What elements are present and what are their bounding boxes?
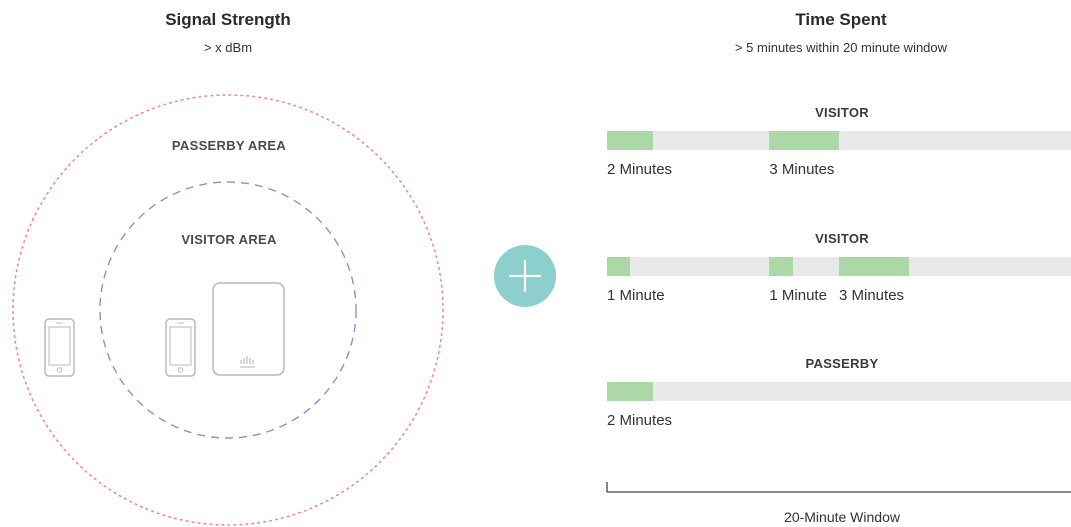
timeline-track [607, 257, 1071, 276]
time-segment [839, 257, 909, 276]
time-segment [607, 131, 654, 150]
segment-label: 1 Minute [607, 287, 665, 304]
timeline-track [607, 382, 1071, 401]
time-spent-title: Time Spent [795, 10, 887, 29]
segment-label: 3 Minutes [839, 287, 905, 304]
row-title: VISITOR [815, 231, 869, 246]
time-segment [769, 131, 839, 150]
timeline-track [607, 131, 1071, 150]
window-label: 20-Minute Window [784, 509, 900, 525]
smartphone-icon [44, 318, 75, 377]
time-spent-subtitle: > 5 minutes within 20 minute window [734, 40, 948, 55]
row-title: PASSERBY [805, 356, 879, 371]
smartphone-icon [165, 318, 196, 377]
time-segment [607, 382, 654, 401]
signal-strength-subtitle: > x dBm [203, 40, 253, 55]
plus-icon [509, 260, 541, 292]
visitor-area-ring [99, 181, 357, 439]
visitor-area-label: VISITOR AREA [181, 232, 277, 247]
segment-label: 2 Minutes [607, 161, 673, 178]
segment-label: 3 Minutes [769, 161, 835, 178]
segment-label: 2 Minutes [607, 412, 673, 429]
segment-label: 1 Minute [769, 287, 827, 304]
time-segment [607, 257, 631, 276]
access-point-icon [212, 282, 285, 376]
passerby-area-label: PASSERBY AREA [171, 138, 287, 153]
signal-strength-title: Signal Strength [165, 10, 291, 29]
row-title: VISITOR [815, 105, 869, 120]
window-bracket [606, 482, 1071, 493]
plus-badge [494, 245, 556, 307]
time-segment [769, 257, 793, 276]
passerby-area-ring [12, 94, 444, 526]
